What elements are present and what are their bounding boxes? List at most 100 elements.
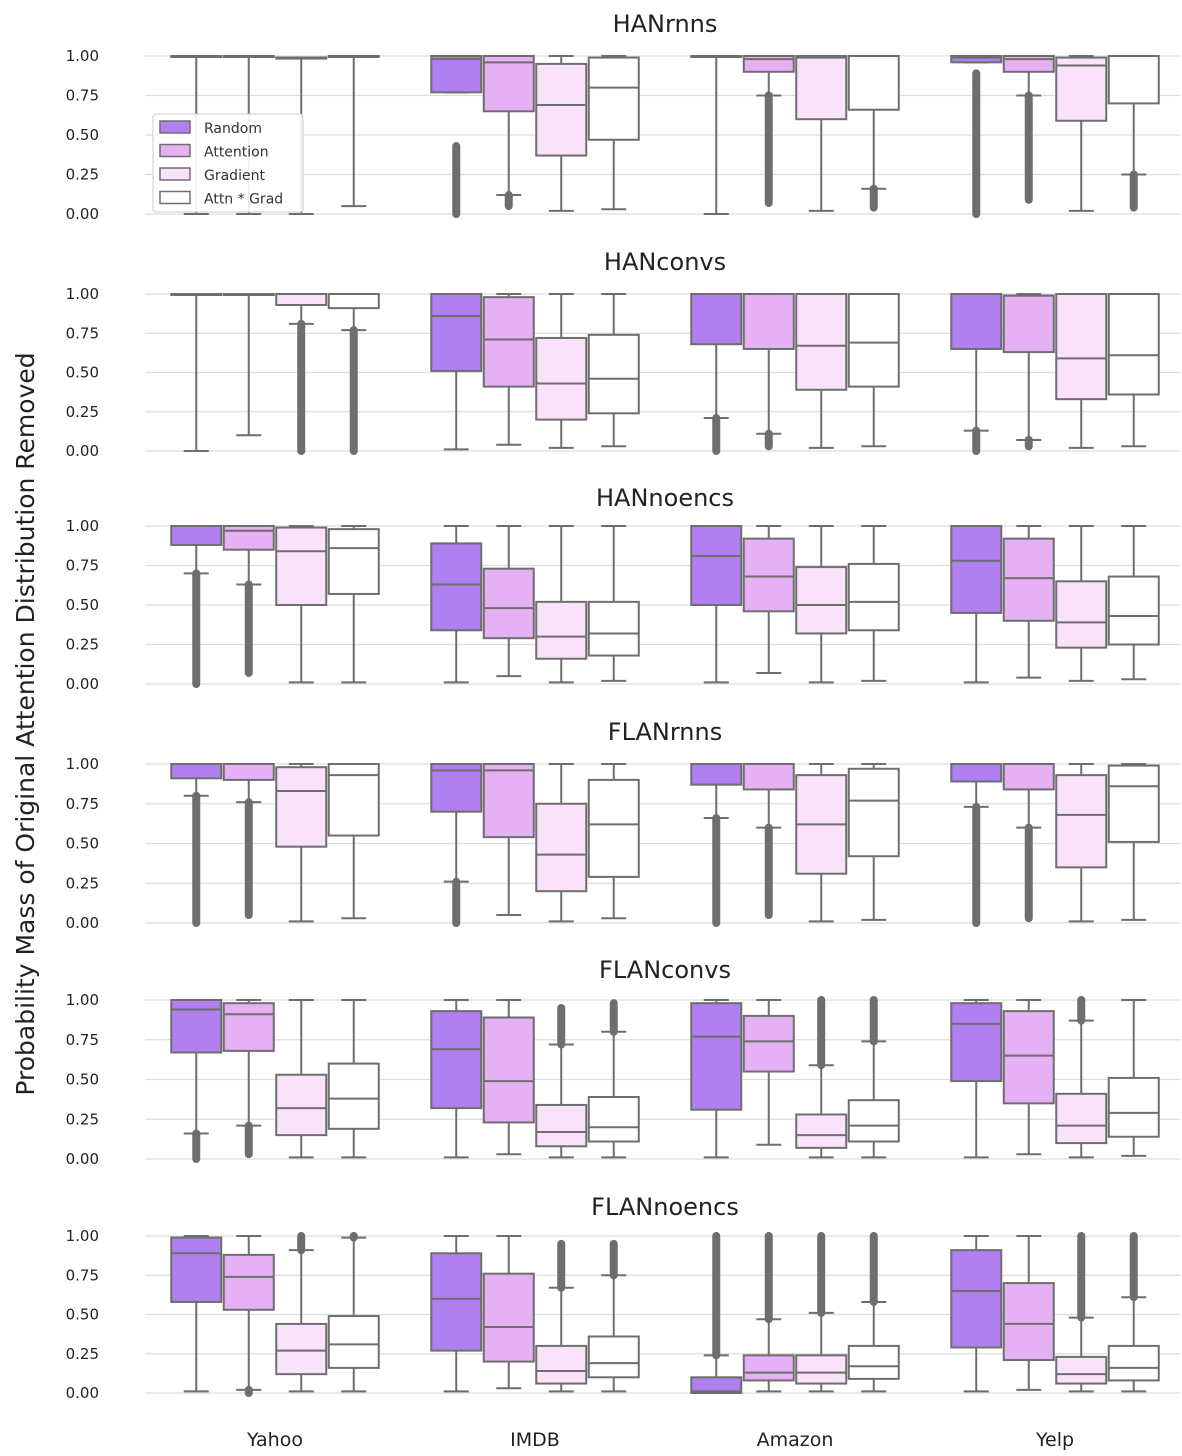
box-body bbox=[847, 562, 900, 632]
box-attn-grad bbox=[1107, 1232, 1160, 1393]
box-attn-grad bbox=[327, 55, 380, 208]
box-gradient bbox=[1055, 1232, 1108, 1393]
box-body bbox=[1107, 764, 1160, 843]
box-body bbox=[170, 525, 223, 546]
y-tick-label: 0.25 bbox=[66, 166, 99, 184]
y-tick-label: 0.00 bbox=[66, 675, 99, 693]
panel-title: FLANrnns bbox=[608, 718, 722, 746]
box-body bbox=[587, 1095, 640, 1143]
box-body bbox=[690, 1376, 743, 1395]
legend-label: Random bbox=[204, 121, 262, 137]
box-attn-grad bbox=[587, 763, 640, 920]
box-body bbox=[742, 763, 795, 791]
box-body bbox=[535, 336, 588, 421]
box-body bbox=[327, 1062, 380, 1130]
panel-hanconvs: 0.00 0.25 0.50 0.75 1.00 HANconvs bbox=[66, 248, 1180, 460]
box-body bbox=[482, 567, 535, 640]
box-random bbox=[430, 999, 483, 1159]
box-gradient bbox=[535, 55, 588, 212]
box-body bbox=[222, 525, 275, 551]
box-attention bbox=[482, 293, 535, 446]
y-tick-label: 0.50 bbox=[66, 1071, 99, 1089]
box-body bbox=[587, 333, 640, 415]
box-body bbox=[950, 293, 1003, 350]
box-body bbox=[275, 526, 328, 607]
box-attn-grad bbox=[847, 55, 900, 212]
box-body bbox=[1055, 1092, 1108, 1145]
box-attn-grad bbox=[587, 525, 640, 682]
box-gradient bbox=[275, 293, 328, 455]
y-tick-label: 0.25 bbox=[66, 1345, 99, 1363]
box-attention bbox=[482, 1235, 535, 1390]
box-attention bbox=[1002, 525, 1055, 679]
y-tick-label: 0.25 bbox=[66, 1110, 99, 1128]
panel-flannoencs: 0.00 0.25 0.50 0.75 1.00 FLANnoencs bbox=[66, 1193, 1180, 1402]
box-gradient bbox=[795, 1232, 848, 1393]
box-attn-grad bbox=[327, 1232, 380, 1393]
box-body bbox=[690, 1002, 743, 1111]
y-tick-label: 0.00 bbox=[66, 1150, 99, 1168]
y-tick-label: 0.25 bbox=[66, 874, 99, 892]
box-random bbox=[950, 293, 1003, 455]
box-body bbox=[222, 1253, 275, 1311]
box-attention bbox=[222, 999, 275, 1159]
box-body bbox=[795, 1354, 848, 1385]
box-body bbox=[950, 763, 1003, 783]
box-random bbox=[690, 55, 743, 215]
box-gradient bbox=[275, 1232, 328, 1393]
box-attention bbox=[222, 525, 275, 677]
box-attn-grad bbox=[327, 293, 380, 455]
category-label-imdb: IMDB bbox=[510, 1429, 560, 1451]
box-body bbox=[795, 1113, 848, 1149]
legend-label: Attention bbox=[204, 145, 269, 161]
box-body bbox=[482, 1272, 535, 1363]
box-body bbox=[950, 1249, 1003, 1349]
box-gradient bbox=[795, 293, 848, 449]
box-attn-grad bbox=[327, 763, 380, 920]
box-random bbox=[690, 763, 743, 927]
box-attention bbox=[222, 763, 275, 920]
box-body bbox=[742, 1354, 795, 1382]
panel-title: HANrnns bbox=[613, 10, 718, 38]
panel-title: FLANnoencs bbox=[591, 1193, 739, 1221]
category-label-amazon: Amazon bbox=[757, 1429, 834, 1451]
box-attn-grad bbox=[1107, 525, 1160, 681]
panel-hannoencs: 0.00 0.25 0.50 0.75 1.00 HANnoencs bbox=[66, 484, 1180, 693]
box-attn-grad bbox=[587, 55, 640, 211]
box-body bbox=[1055, 580, 1108, 649]
box-random bbox=[170, 1235, 223, 1393]
box-body bbox=[587, 1335, 640, 1379]
y-tick-label: 0.75 bbox=[66, 87, 99, 105]
y-tick-label: 1.00 bbox=[66, 755, 99, 773]
box-body bbox=[222, 1002, 275, 1052]
box-random bbox=[690, 1232, 743, 1395]
box-body bbox=[587, 600, 640, 657]
box-random bbox=[170, 763, 223, 927]
legend-swatch bbox=[159, 167, 191, 181]
box-attention bbox=[222, 293, 275, 437]
y-tick-label: 0.50 bbox=[66, 835, 99, 853]
box-body bbox=[327, 293, 380, 310]
panel-title: FLANconvs bbox=[599, 956, 731, 984]
box-body bbox=[847, 767, 900, 858]
box-random bbox=[950, 999, 1003, 1159]
box-attention bbox=[742, 1232, 795, 1393]
box-attn-grad bbox=[327, 999, 380, 1159]
y-tick-label: 1.00 bbox=[66, 991, 99, 1009]
box-attn-grad bbox=[847, 525, 900, 682]
box-attention bbox=[222, 1235, 275, 1397]
box-attention bbox=[742, 525, 795, 674]
box-attention bbox=[1002, 999, 1055, 1156]
box-attention bbox=[742, 55, 795, 207]
box-gradient bbox=[535, 763, 588, 923]
box-random bbox=[950, 55, 1003, 218]
box-body bbox=[847, 1344, 900, 1380]
box-attention bbox=[482, 55, 535, 211]
box-gradient bbox=[535, 293, 588, 449]
box-gradient bbox=[1055, 996, 1108, 1159]
y-tick-label: 0.00 bbox=[66, 205, 99, 223]
box-body bbox=[430, 55, 483, 94]
box-body bbox=[275, 1073, 328, 1137]
box-attention bbox=[482, 999, 535, 1156]
